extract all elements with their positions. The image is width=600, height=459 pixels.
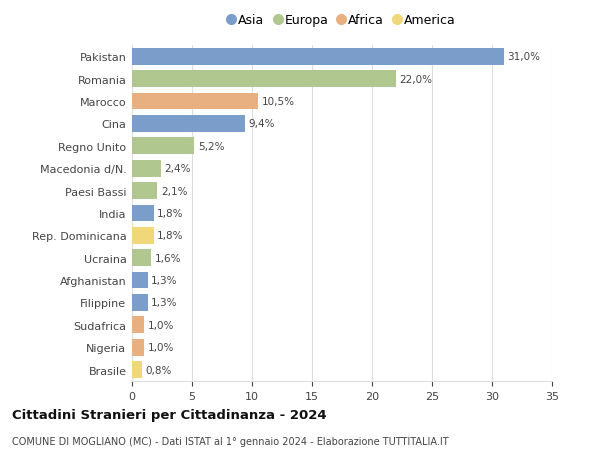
Text: COMUNE DI MOGLIANO (MC) - Dati ISTAT al 1° gennaio 2024 - Elaborazione TUTTITALI: COMUNE DI MOGLIANO (MC) - Dati ISTAT al … [12, 436, 449, 446]
Bar [132, 250, 151, 267]
Text: 2,4%: 2,4% [164, 164, 191, 174]
Text: 5,2%: 5,2% [198, 141, 224, 151]
Bar [132, 49, 504, 66]
Bar [132, 272, 148, 289]
Text: 1,3%: 1,3% [151, 298, 178, 308]
Text: Cittadini Stranieri per Cittadinanza - 2024: Cittadini Stranieri per Cittadinanza - 2… [12, 409, 326, 421]
Text: 10,5%: 10,5% [262, 97, 295, 107]
Text: 1,8%: 1,8% [157, 208, 184, 218]
Text: 1,6%: 1,6% [155, 253, 181, 263]
Bar [132, 294, 148, 311]
Text: 1,0%: 1,0% [148, 320, 174, 330]
Bar [132, 138, 194, 155]
Bar [132, 339, 144, 356]
Text: 31,0%: 31,0% [508, 52, 541, 62]
Bar [132, 116, 245, 133]
Bar [132, 205, 154, 222]
Text: 1,0%: 1,0% [148, 342, 174, 353]
Bar [132, 361, 142, 378]
Bar [132, 160, 161, 177]
Bar [132, 183, 157, 200]
Bar [132, 93, 258, 110]
Text: 1,3%: 1,3% [151, 275, 178, 285]
Legend: Asia, Europa, Africa, America: Asia, Europa, Africa, America [226, 12, 458, 30]
Text: 0,8%: 0,8% [145, 365, 172, 375]
Text: 2,1%: 2,1% [161, 186, 187, 196]
Text: 1,8%: 1,8% [157, 231, 184, 241]
Bar [132, 71, 396, 88]
Bar [132, 227, 154, 244]
Text: 9,4%: 9,4% [248, 119, 275, 129]
Bar [132, 317, 144, 334]
Text: 22,0%: 22,0% [400, 74, 433, 84]
